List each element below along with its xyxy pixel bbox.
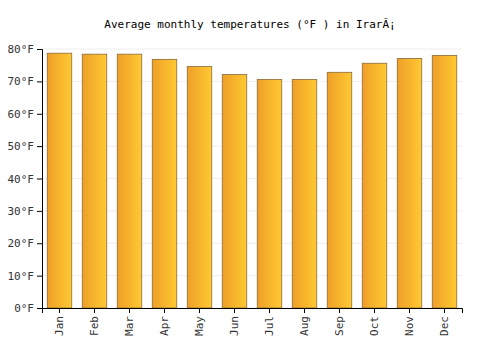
tick-mark <box>129 308 130 313</box>
tick: Mar <box>123 308 136 336</box>
bar <box>187 66 212 308</box>
tick-label: Jan <box>53 316 66 336</box>
tick-label: Apr <box>158 316 171 336</box>
tick: Jan <box>53 308 66 336</box>
tick-label: Dec <box>438 316 451 336</box>
tick: 30°F <box>8 205 43 218</box>
tick: Dec <box>438 308 451 336</box>
tick-mark <box>37 146 42 147</box>
bar <box>117 54 142 308</box>
y-axis: 0°F 10°F 20°F 30°F 40°F 50°F 60°F 70°F 80°F <box>8 43 43 315</box>
tick-mark <box>234 308 235 313</box>
tick: 80°F <box>8 43 43 56</box>
tick: Oct <box>368 308 381 336</box>
tick-mark <box>37 243 42 244</box>
tick-label: Jun <box>228 316 241 336</box>
tick: Sep <box>333 308 346 336</box>
tick: Feb <box>88 308 101 336</box>
bar <box>257 79 282 308</box>
tick-label: 0°F <box>14 302 34 315</box>
bars <box>47 53 457 308</box>
tick-mark <box>444 308 445 313</box>
tick-mark <box>37 211 42 212</box>
bar <box>397 58 422 308</box>
tick-label: Aug <box>298 316 311 336</box>
tick-mark <box>339 308 340 313</box>
bar <box>82 54 107 308</box>
tick-mark <box>269 308 270 313</box>
tick-label: Mar <box>123 316 136 336</box>
tick-label: 60°F <box>8 108 35 121</box>
tick-label: Sep <box>333 316 346 336</box>
tick-label: Nov <box>403 316 416 336</box>
tick-label: 70°F <box>8 75 35 88</box>
tick-mark <box>37 179 42 180</box>
tick-label: May <box>193 316 206 336</box>
bar <box>47 53 72 308</box>
tick: Apr <box>158 308 171 336</box>
axis-line <box>37 50 43 309</box>
tick-label: 80°F <box>8 43 35 56</box>
bar <box>362 63 387 308</box>
tick-mark <box>59 308 60 313</box>
tick: 60°F <box>8 108 43 121</box>
tick-mark <box>374 308 375 313</box>
grid <box>42 49 462 308</box>
tick: May <box>193 308 206 336</box>
tick-label: 50°F <box>8 140 35 153</box>
tick-label: 40°F <box>8 173 35 186</box>
bar <box>152 59 177 308</box>
tick: Jun <box>228 308 241 336</box>
tick-mark <box>37 308 42 309</box>
bar <box>292 79 317 308</box>
tick: 50°F <box>8 140 43 153</box>
tick-mark <box>37 49 42 50</box>
tick-label: 30°F <box>8 205 35 218</box>
tick-mark <box>409 308 410 313</box>
grid-line <box>42 49 462 50</box>
bar <box>432 55 457 308</box>
chart: 0°F 10°F 20°F 30°F 40°F 50°F 60°F 70°F 80°F Jan Fe… <box>0 0 500 350</box>
tick: Nov <box>403 308 416 336</box>
tick-label: Oct <box>368 316 381 336</box>
tick: 20°F <box>8 237 43 250</box>
tick: 10°F <box>8 270 43 283</box>
tick-mark <box>37 114 42 115</box>
tick-mark <box>164 308 165 313</box>
tick-mark <box>37 276 42 277</box>
axis-line <box>43 309 463 314</box>
title: Average monthly temperatures (°F ) in Ir… <box>104 18 395 31</box>
x-axis: Jan Feb Mar Apr May Jun Jul Aug Sep Oct Nov Dec <box>43 308 463 336</box>
bar <box>222 75 247 308</box>
bar <box>327 72 352 308</box>
tick-mark <box>94 308 95 313</box>
tick-label: Feb <box>88 316 101 336</box>
tick: 0°F <box>14 302 42 315</box>
tick-label: 10°F <box>8 270 35 283</box>
tick-label: 20°F <box>8 237 35 250</box>
tick-mark <box>199 308 200 313</box>
tick-label: Jul <box>263 316 276 336</box>
tick-mark <box>304 308 305 313</box>
tick: 70°F <box>8 75 43 88</box>
tick: Jul <box>263 308 276 336</box>
tick: Aug <box>298 308 311 336</box>
tick: 40°F <box>8 173 43 186</box>
tick-mark <box>37 81 42 82</box>
